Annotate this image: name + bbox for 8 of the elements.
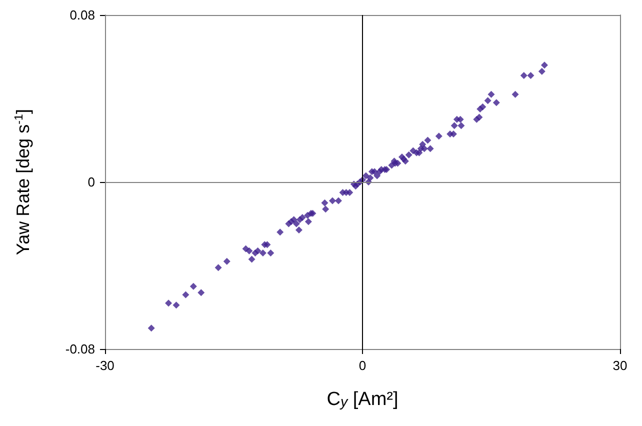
x-tick-label: 30 [612,358,628,373]
x-tick-label: 0 [358,358,366,373]
x-tick-label: -30 [96,358,114,373]
y-tick-label: 0 [88,174,95,190]
x-axis-title: Cy [Am²] [326,388,398,411]
y-tick-label: 0.08 [70,8,95,22]
y-axis-title: Yaw Rate [deg s-1] [12,108,33,256]
y-tick-label: -0.08 [65,342,95,356]
